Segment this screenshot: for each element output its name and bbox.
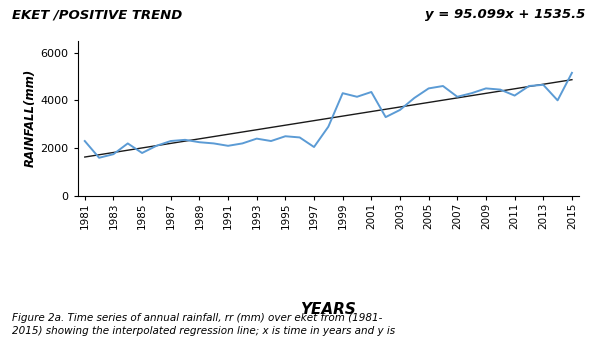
Text: y = 95.099x + 1535.5: y = 95.099x + 1535.5 — [424, 8, 585, 21]
Y-axis label: RAINFALL(mm): RAINFALL(mm) — [23, 69, 36, 167]
Text: YEARS: YEARS — [300, 302, 356, 317]
Text: Figure 2a. Time series of annual rainfall, rr (mm) over eket from (1981-
2015) s: Figure 2a. Time series of annual rainfal… — [12, 313, 395, 338]
Text: EKET /POSITIVE TREND: EKET /POSITIVE TREND — [12, 8, 182, 21]
